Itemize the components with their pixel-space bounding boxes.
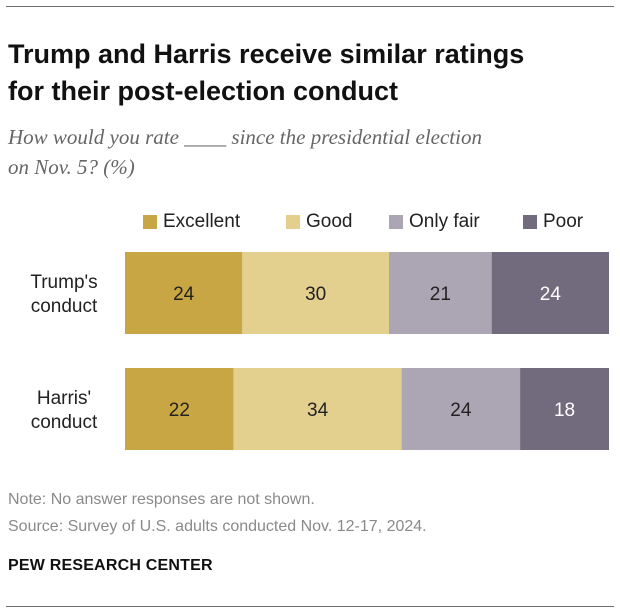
- subtitle-line-2: on Nov. 5? (%): [8, 155, 135, 179]
- bar-segment-harris-poor: [520, 368, 609, 450]
- chart-source: Source: Survey of U.S. adults conducted …: [8, 518, 427, 535]
- subtitle-line-1: How would you rate ____ since the presid…: [8, 125, 482, 149]
- row-label-harris: Harris' conduct: [31, 388, 98, 433]
- top-rule: [6, 6, 614, 7]
- legend-item-only-fair: Only fair: [389, 210, 480, 234]
- legend-item-excellent: Excellent: [143, 210, 240, 234]
- legend-swatch-excellent: [143, 215, 157, 229]
- legend-swatch-poor: [523, 215, 537, 229]
- legend-item-poor: Poor: [523, 210, 583, 234]
- bar-value-trump-s-excellent: 24: [173, 284, 195, 305]
- row-label-trump-s: Trump's conduct: [30, 272, 98, 317]
- bar-value-harris-poor: 18: [554, 400, 575, 421]
- title-line-1: Trump and Harris receive similar ratings: [8, 39, 525, 69]
- row-label-line: Trump's: [30, 272, 97, 293]
- bar-segment-trump-s-excellent: [125, 252, 243, 334]
- legend-label-excellent: Excellent: [163, 211, 241, 232]
- bar-value-trump-s-good: 30: [305, 284, 326, 305]
- legend-label-good: Good: [306, 211, 353, 232]
- legend-swatch-only-fair: [389, 215, 403, 229]
- bar-value-harris-good: 34: [307, 400, 329, 421]
- row-label-line: Harris': [37, 388, 91, 409]
- bar-value-harris-excellent: 22: [169, 400, 190, 421]
- row-label-line: conduct: [31, 296, 98, 317]
- bar-segment-trump-s-good: [242, 252, 389, 334]
- bar-value-harris-only-fair: 24: [450, 400, 472, 421]
- chart-subtitle: How would you rate ____ since the presid…: [8, 122, 614, 182]
- chart-note: Note: No answer responses are not shown.: [8, 491, 315, 508]
- title-line-2: for their post-election conduct: [8, 76, 399, 106]
- bar-segment-harris-only-fair: [401, 368, 521, 450]
- bar-value-trump-s-poor: 24: [540, 284, 562, 305]
- bar-segment-harris-excellent: [125, 368, 234, 450]
- bar-segment-trump-s-only-fair: [389, 252, 492, 334]
- bar-value-trump-s-only-fair: 21: [430, 284, 451, 305]
- brand-name: PEW RESEARCH CENTER: [8, 557, 213, 574]
- bottom-rule: [6, 606, 614, 607]
- row-label-line: conduct: [31, 412, 98, 433]
- bar-segment-trump-s-poor: [491, 252, 609, 334]
- bar-segment-harris-good: [233, 368, 402, 450]
- legend-swatch-good: [286, 215, 300, 229]
- legend-label-only-fair: Only fair: [409, 211, 480, 232]
- chart-title: Trump and Harris receive similar ratings…: [8, 36, 614, 110]
- legend-item-good: Good: [286, 210, 352, 234]
- legend-label-poor: Poor: [543, 211, 584, 232]
- stacked-bar-chart: Trump's conduct 24 30 21 24 Harris' conduct 22 34…: [30, 252, 609, 450]
